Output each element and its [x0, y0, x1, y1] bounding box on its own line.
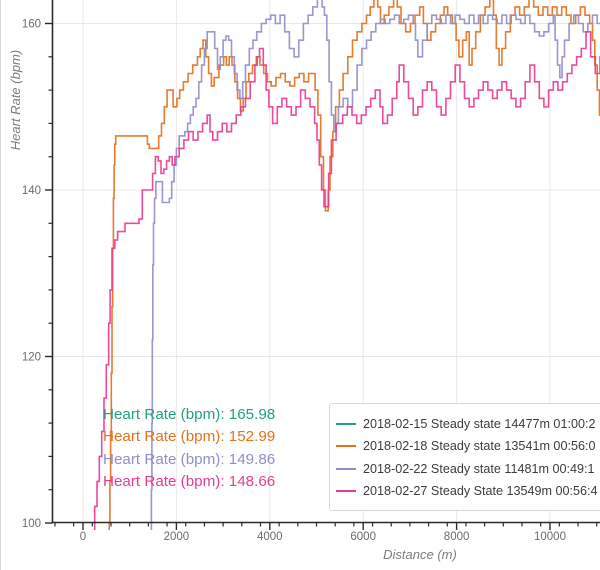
hover-readout-row-4: Heart Rate (bpm): 148.66 — [103, 473, 276, 491]
x-tick-label: 10000 — [534, 531, 566, 543]
hover-readout-row-3: Heart Rate (bpm): 149.86 — [103, 450, 276, 468]
legend-item-2018-02-27[interactable]: 2018-02-27 Steady State 13549m 00:56:4 — [334, 480, 600, 502]
axes: 0 2000 4000 6000 8000 10000 100 120 140 160 — [22, 0, 600, 543]
hover-readout-row-2: Heart Rate (bpm): 152.99 — [103, 428, 276, 446]
legend-line-swatch-icon — [336, 423, 356, 426]
y-tick-label: 100 — [22, 518, 41, 530]
x-tick-label: 0 — [80, 531, 86, 543]
legend-line-swatch-icon — [336, 467, 356, 470]
legend-item-2018-02-15[interactable]: 2018-02-15 Steady state 14477m 01:00:2 — [334, 413, 600, 435]
series-line-2 — [108, 0, 600, 530]
panel-left-border — [0, 0, 1, 570]
legend-line-swatch-icon — [336, 490, 356, 493]
legend-item-label: 2018-02-27 Steady State 13549m 00:56:4 — [363, 484, 598, 499]
legend-item-2018-02-18[interactable]: 2018-02-18 Steady state 13541m 00:56:0 — [334, 435, 600, 457]
y-tick-label: 140 — [22, 185, 41, 197]
y-tick-label: 160 — [22, 19, 41, 31]
hover-readout: Heart Rate (bpm): 165.98 Heart Rate (bpm… — [103, 404, 275, 494]
x-tick-label: 6000 — [350, 531, 376, 543]
legend-item-label: 2018-02-15 Steady state 14477m 01:00:2 — [363, 417, 596, 432]
legend-item-2018-02-22[interactable]: 2018-02-22 Steady state 11481m 00:49:1 — [334, 458, 600, 480]
x-axis-title: Distance (m) — [383, 547, 457, 562]
series-lines — [93, 0, 600, 530]
legend: 2018-02-15 Steady state 14477m 01:00:2 2… — [329, 403, 600, 511]
legend-line-swatch-icon — [336, 445, 356, 448]
legend-item-label: 2018-02-22 Steady state 11481m 00:49:1 — [363, 461, 595, 476]
series-line-4 — [93, 31, 600, 530]
series-line-3 — [150, 0, 600, 530]
x-tick-label: 2000 — [164, 531, 190, 543]
hover-readout-row-1: Heart Rate (bpm): 165.98 — [103, 406, 276, 423]
y-tick-label: 120 — [22, 352, 41, 364]
y-axis-title: Heart Rate (bpm) — [8, 50, 23, 150]
x-tick-label: 8000 — [444, 531, 470, 543]
x-tick-label: 4000 — [257, 531, 283, 543]
legend-item-label: 2018-02-18 Steady state 13541m 00:56:0 — [363, 439, 596, 454]
